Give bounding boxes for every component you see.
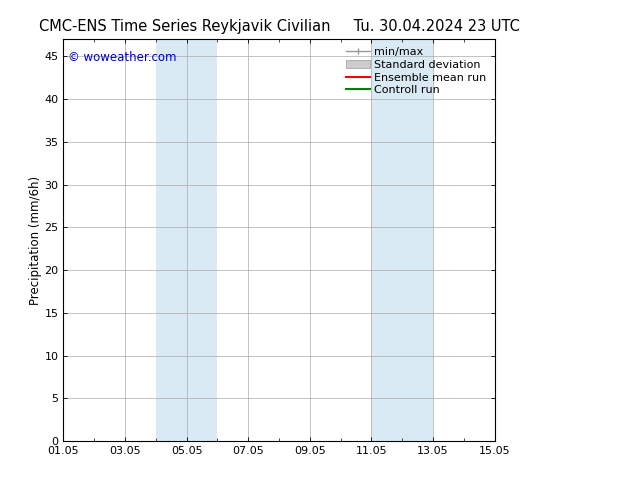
Text: © woweather.com: © woweather.com	[68, 51, 176, 64]
Title: CMC-ENS Time Series Reykjavik Civilian     Tu. 30.04.2024 23 UTC: CMC-ENS Time Series Reykjavik Civilian T…	[39, 19, 519, 34]
Y-axis label: Precipitation (mm/6h): Precipitation (mm/6h)	[29, 175, 42, 305]
Bar	[372, 39, 433, 441]
Legend: min/max, Standard deviation, Ensemble mean run, Controll run: min/max, Standard deviation, Ensemble me…	[344, 45, 489, 98]
Bar	[156, 39, 217, 441]
